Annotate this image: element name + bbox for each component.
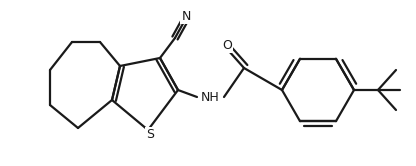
Text: S: S: [146, 127, 154, 140]
Text: NH: NH: [201, 90, 219, 103]
Text: N: N: [181, 9, 191, 23]
Text: O: O: [222, 39, 232, 51]
